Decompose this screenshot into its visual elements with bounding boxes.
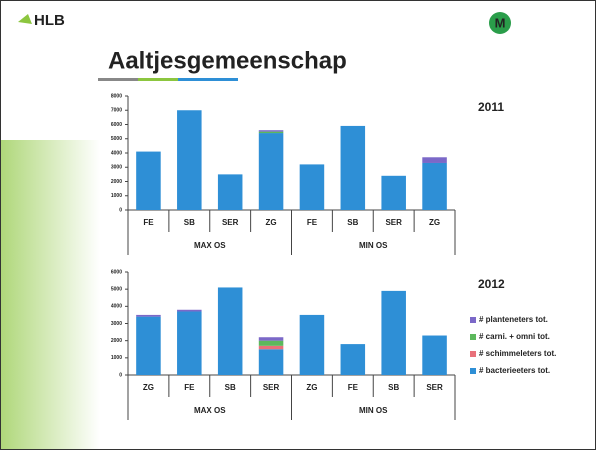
bar-segment — [341, 126, 366, 210]
bar-segment — [259, 133, 284, 210]
y-tick-label: 3000 — [111, 165, 122, 171]
slide-title: Aaltjesgemeenschap — [108, 47, 347, 74]
logo: HLB — [34, 12, 65, 29]
bar-segment — [218, 287, 243, 375]
y-tick-label: 0 — [119, 372, 122, 378]
deco — [138, 78, 178, 81]
y-tick-label: 3000 — [111, 321, 122, 327]
x-tick-label: SER — [222, 218, 239, 227]
bar-segment — [300, 164, 325, 210]
x-tick-label: SER — [263, 383, 280, 392]
bar-segment — [177, 311, 202, 375]
bar-segment — [136, 317, 161, 375]
bar-segment — [259, 349, 284, 375]
y-tick-label: 7000 — [111, 108, 122, 114]
x-tick-label: SER — [385, 218, 402, 227]
y-tick-label: 4000 — [111, 304, 122, 310]
bar-segment — [259, 132, 284, 133]
group-label: MAX OS — [194, 406, 226, 415]
y-tick-label: 6000 — [111, 122, 122, 128]
group-label: MAX OS — [194, 241, 226, 250]
y-tick-label: 0 — [119, 207, 122, 213]
group-label: MIN OS — [359, 241, 388, 250]
y-tick-label: 1000 — [111, 355, 122, 361]
legend-swatch — [470, 368, 476, 374]
y-tick-label: 1000 — [111, 193, 122, 199]
bar-segment — [422, 163, 447, 210]
legend-swatch — [470, 334, 476, 340]
chart-title: 2012 — [478, 277, 505, 291]
y-tick-label: 5000 — [111, 286, 122, 292]
y-tick-label: 5000 — [111, 136, 122, 142]
bar-segment — [177, 310, 202, 312]
bar-segment — [259, 130, 284, 131]
y-tick-label: 2000 — [111, 179, 122, 185]
bar-segment — [381, 176, 406, 210]
x-tick-label: SER — [426, 383, 443, 392]
chart-title: 2011 — [478, 100, 504, 114]
slide: HLB M Aaltjesgemeenschap 2011 0 1000 2000 30… — [0, 0, 596, 450]
bar-segment — [259, 337, 284, 340]
legend-label: # planteneters tot. — [479, 315, 548, 324]
bar-segment — [218, 174, 243, 210]
deco — [178, 78, 238, 81]
bar-segment — [381, 291, 406, 375]
bar-segment — [300, 315, 325, 375]
x-tick-label: FE — [307, 218, 318, 227]
y-tick-label: 2000 — [111, 338, 122, 344]
x-tick-label: SB — [347, 218, 358, 227]
x-tick-label: FE — [348, 383, 359, 392]
bar-segment — [259, 341, 284, 346]
legend-label: # schimmeleters tot. — [479, 349, 556, 358]
x-tick-label: ZG — [143, 383, 154, 392]
bar-segment — [341, 344, 366, 375]
x-tick-label: FE — [184, 383, 195, 392]
x-tick-label: SB — [388, 383, 399, 392]
bar-segment — [177, 110, 202, 210]
bar-segment — [259, 346, 284, 349]
y-tick-label: 8000 — [111, 93, 122, 99]
legend-label: # carni. + omni tot. — [479, 332, 550, 341]
x-tick-label: FE — [143, 218, 154, 227]
x-tick-label: ZG — [266, 218, 277, 227]
legend-swatch — [470, 351, 476, 357]
group-label: MIN OS — [359, 406, 388, 415]
deco — [98, 78, 138, 81]
legend-label: # bacterieeters tot. — [479, 366, 550, 375]
y-tick-label: 6000 — [111, 269, 122, 275]
side-gradient — [0, 140, 100, 450]
x-tick-label: ZG — [429, 218, 440, 227]
x-tick-label: ZG — [306, 383, 317, 392]
y-tick-label: 4000 — [111, 150, 122, 156]
bar-segment — [422, 157, 447, 163]
x-tick-label: SB — [184, 218, 195, 227]
x-tick-label: SB — [225, 383, 236, 392]
legend-swatch — [470, 317, 476, 323]
logo-letter: M — [495, 15, 506, 30]
bar-segment — [136, 152, 161, 210]
bar-segment — [422, 336, 447, 375]
bar-segment — [136, 315, 161, 317]
